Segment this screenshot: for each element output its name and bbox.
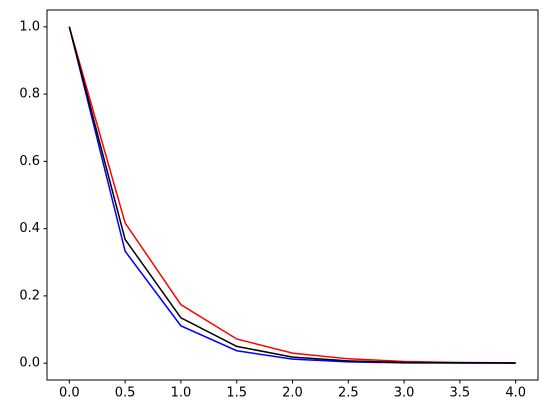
x-tick-label: 3.0 <box>394 386 415 401</box>
x-tick-label: 1.0 <box>171 386 192 401</box>
y-tick-label: 0.4 <box>19 221 40 236</box>
y-tick-label: 0.2 <box>19 288 40 303</box>
x-tick-label: 3.5 <box>450 386 471 401</box>
plot-frame <box>46 9 539 381</box>
y-tick-label: 0.6 <box>19 154 40 169</box>
x-tick-label: 1.5 <box>226 386 247 401</box>
x-tick-label: 0.5 <box>115 386 136 401</box>
x-tick-label: 2.5 <box>338 386 359 401</box>
line-series <box>68 26 516 364</box>
line-series <box>68 26 516 364</box>
y-tick-label: 0.8 <box>19 87 40 102</box>
x-tick-label: 4.0 <box>505 386 526 401</box>
line-series <box>68 26 516 364</box>
y-tick-label: 1.0 <box>19 19 40 34</box>
x-tick-label: 0.0 <box>59 386 80 401</box>
y-tick-label: 0.0 <box>19 356 40 371</box>
x-tick-label: 2.0 <box>282 386 303 401</box>
